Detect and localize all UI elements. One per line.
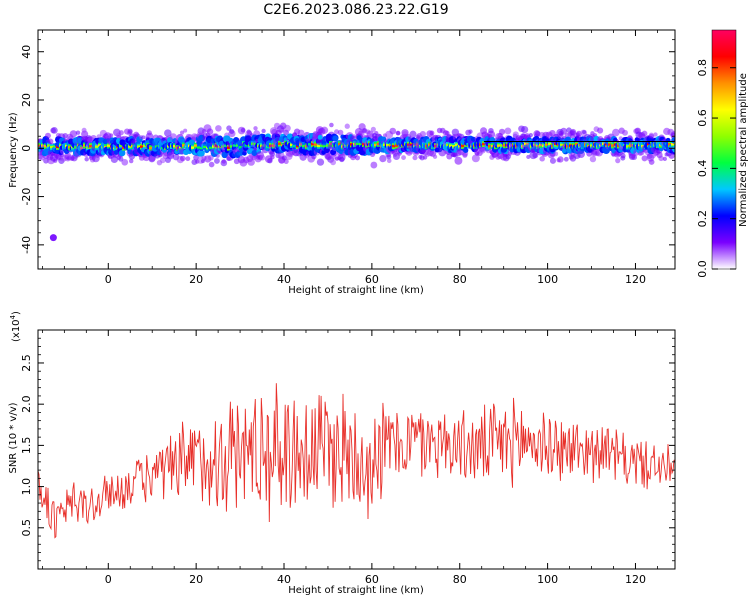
svg-text:(x104): (x104) — [9, 311, 22, 342]
colorbar-label: Normalized spectral amplitude — [738, 73, 749, 227]
y-tick-label: -40 — [20, 236, 33, 254]
x-tick-label: 120 — [625, 273, 646, 286]
snr-series-line — [38, 383, 675, 539]
spectrogram-y-axis: -40 -20 0 20 40 — [20, 39, 675, 258]
snr-multiplier-prefix: (x10 — [11, 319, 22, 342]
colorbar-tick-label: 0.4 — [696, 160, 709, 178]
snr-multiplier-label: (x104) — [9, 311, 22, 342]
colorbar: 0.0 0.2 0.4 0.6 0.8 Normalized spectral ampl… — [696, 29, 749, 278]
spectrogram-x-axis-label: Height of straight line (km) — [288, 285, 424, 296]
x-tick-label: 100 — [537, 273, 558, 286]
spectrogram-panel: 0 20 40 60 80 100 120 -40 -20 0 20 40 Height of st… — [8, 29, 676, 296]
y-tick-label: 2.0 — [20, 395, 33, 413]
y-tick-label: 0.5 — [20, 519, 33, 537]
y-tick-label: 0 — [20, 145, 33, 152]
x-tick-label: 60 — [365, 573, 379, 586]
outlier-point — [49, 234, 57, 242]
colorbar-tick-label: 0.0 — [696, 260, 709, 278]
x-tick-label: 80 — [453, 573, 467, 586]
colorbar-tick-label: 0.2 — [696, 210, 709, 228]
x-tick-label: 20 — [189, 273, 203, 286]
colorbar-frame — [711, 29, 737, 270]
snr-frame — [37, 329, 676, 570]
colorbar-tick-label: 0.6 — [696, 109, 709, 127]
spectrogram-x-axis: 0 20 40 60 80 100 120 — [41, 30, 658, 286]
x-tick-label: 0 — [105, 273, 112, 286]
y-tick-label: 20 — [20, 93, 33, 107]
y-tick-label: 40 — [20, 45, 33, 59]
spectrogram-heatmap — [38, 122, 675, 242]
x-tick-label: 120 — [625, 573, 646, 586]
y-tick-label: 2.5 — [20, 354, 33, 372]
x-tick-label: 60 — [365, 273, 379, 286]
snr-multiplier-exponent: 4 — [9, 314, 17, 319]
snr-multiplier-suffix: ) — [11, 311, 22, 315]
y-tick-label: 1.5 — [20, 437, 33, 455]
y-tick-label: -20 — [20, 188, 33, 206]
spectrogram-y-axis-label: Frequency (Hz) — [8, 112, 19, 188]
snr-y-axis: 0.5 1.0 1.5 2.0 2.5 — [20, 337, 675, 562]
x-tick-label: 40 — [277, 273, 291, 286]
snr-panel: 0 20 40 60 80 100 120 0.5 1.0 1.5 2.0 2.5 Height o… — [8, 311, 676, 596]
spectrogram-frame — [37, 29, 676, 270]
figure-title: C2E6.2023.086.23.22.G19 — [263, 2, 448, 18]
colorbar-gradient — [712, 30, 736, 269]
x-tick-label: 20 — [189, 573, 203, 586]
x-tick-label: 80 — [453, 273, 467, 286]
x-tick-label: 40 — [277, 573, 291, 586]
y-tick-label: 1.0 — [20, 478, 33, 496]
x-tick-label: 100 — [537, 573, 558, 586]
snr-x-axis-label: Height of straight line (km) — [288, 585, 424, 596]
colorbar-ticks: 0.0 0.2 0.4 0.6 0.8 — [696, 59, 736, 278]
colorbar-tick-label: 0.8 — [696, 59, 709, 77]
x-tick-label: 0 — [105, 573, 112, 586]
snr-x-axis: 0 20 40 60 80 100 120 — [41, 330, 658, 586]
snr-y-axis-label: SNR (10 * v/v) — [8, 402, 19, 473]
